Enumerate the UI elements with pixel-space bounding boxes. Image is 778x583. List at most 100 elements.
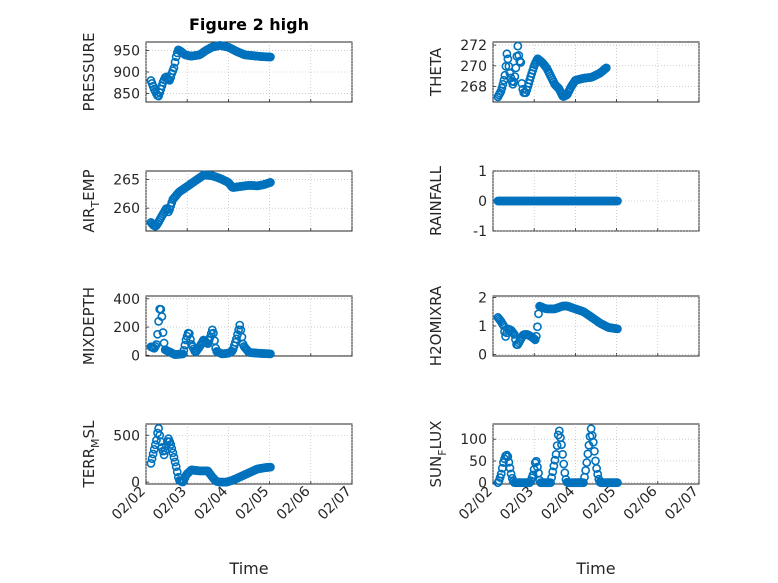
data-point <box>166 440 176 449</box>
y-tick-label: 272 <box>460 38 487 54</box>
subplot-theta: 268 270 272 THETA <box>427 38 700 103</box>
data-point <box>153 428 162 438</box>
y-tick-label: -1 <box>473 224 487 240</box>
data-point <box>531 331 541 341</box>
data-point <box>613 324 622 334</box>
data-point <box>552 441 562 451</box>
data-point <box>170 57 180 67</box>
data-point <box>533 462 542 472</box>
data-point <box>153 329 162 339</box>
y-axis-label: TERRMSL <box>80 420 102 489</box>
x-tick-label: 02/05 <box>580 484 620 524</box>
data-point <box>579 478 588 488</box>
data-point <box>158 328 168 337</box>
data-point <box>169 63 179 73</box>
data-point <box>171 462 181 472</box>
subplot-pressure: 850 900 950 PRESSURE Figure 2 high <box>80 15 353 112</box>
y-axis-label-tail: SL <box>80 420 98 439</box>
y-tick-label: 0 <box>478 348 487 364</box>
data-point <box>503 452 513 461</box>
y-tick-label: 500 <box>113 428 140 444</box>
y-tick-label: 900 <box>113 65 140 81</box>
data-point <box>557 440 566 450</box>
data-point <box>550 455 560 465</box>
data-point <box>528 470 538 480</box>
data-point <box>592 464 601 473</box>
x-tick-label: 02/02 <box>456 484 496 524</box>
data-point <box>149 444 159 454</box>
data-point <box>513 41 523 51</box>
data-point <box>504 457 514 467</box>
data-point <box>266 349 275 359</box>
data-point <box>548 467 558 477</box>
data-point <box>510 72 520 81</box>
y-tick-label: 2 <box>478 290 487 306</box>
data-point <box>590 446 599 456</box>
y-axis-label-main: RAINFALL <box>427 165 445 236</box>
data-point <box>515 56 525 66</box>
y-tick-label: 850 <box>113 86 140 102</box>
y-tick-label: 0 <box>131 348 140 364</box>
data-point <box>549 461 559 471</box>
data-point <box>184 329 194 339</box>
data-point <box>172 467 182 477</box>
data-point <box>170 457 180 467</box>
y-axis-label-main: THETA <box>427 47 445 97</box>
data-point <box>168 448 178 458</box>
data-point <box>147 454 157 464</box>
y-tick-label: 200 <box>113 320 140 336</box>
data-point <box>546 478 555 488</box>
data-point <box>496 469 506 479</box>
subplot-airtemp: 260 265 AIRTEMP <box>80 169 353 233</box>
data-point <box>559 459 569 469</box>
y-axis-label: RAINFALL <box>427 165 445 236</box>
x-tick-label: 02/07 <box>662 484 702 524</box>
y-axis-label-main: MIXDEPTH <box>80 287 98 365</box>
data-point <box>502 49 512 59</box>
data-point <box>169 452 179 462</box>
y-tick-label: 0 <box>131 475 140 491</box>
y-axis-label: SUNFLUX <box>427 421 449 488</box>
data-point <box>547 473 557 482</box>
y-axis-label-main: TERR <box>80 448 98 489</box>
subplot-h2omixra: 0 1 2 H2OMIXRA <box>427 285 700 366</box>
y-axis-label-tail: EMP <box>80 169 98 200</box>
data-point <box>601 63 611 73</box>
data-point <box>146 458 156 468</box>
y-tick-label: 0 <box>478 194 487 210</box>
y-tick-label: 950 <box>113 44 140 60</box>
data-point <box>516 58 526 67</box>
y-tick-label: 270 <box>460 59 487 75</box>
y-axis-label: PRESSURE <box>80 33 98 112</box>
y-axis-label: THETA <box>427 47 445 97</box>
x-tick-label: 02/07 <box>315 484 355 524</box>
data-point <box>613 478 622 488</box>
data-point <box>582 458 592 467</box>
y-tick-label: 1 <box>478 319 487 335</box>
x-tick-label: 02/04 <box>191 483 231 523</box>
data-point <box>157 312 167 321</box>
data-point <box>509 330 519 339</box>
data-point <box>531 456 541 466</box>
data-point <box>533 322 542 332</box>
data-point <box>613 196 622 206</box>
y-tick-label: 1 <box>478 164 487 180</box>
data-point <box>509 77 519 87</box>
figure-title: Figure 2 high <box>189 15 309 34</box>
data-point <box>558 449 568 459</box>
y-axis-label: AIRTEMP <box>80 169 102 232</box>
data-point <box>235 320 245 330</box>
data-point <box>530 458 540 468</box>
y-tick-label: 260 <box>113 201 140 217</box>
y-axis-label-tail: LUX <box>427 421 445 450</box>
data-point <box>511 63 521 73</box>
x-tick-label: 02/06 <box>274 483 314 523</box>
y-axis-label: MIXDEPTH <box>80 287 98 365</box>
y-axis-label-main: SUN <box>427 456 445 488</box>
y-tick-label: 50 <box>469 454 487 470</box>
y-axis-label-main: AIR <box>80 208 98 233</box>
data-point <box>148 449 158 459</box>
y-tick-label: 0 <box>478 476 487 492</box>
data-point <box>266 462 275 472</box>
